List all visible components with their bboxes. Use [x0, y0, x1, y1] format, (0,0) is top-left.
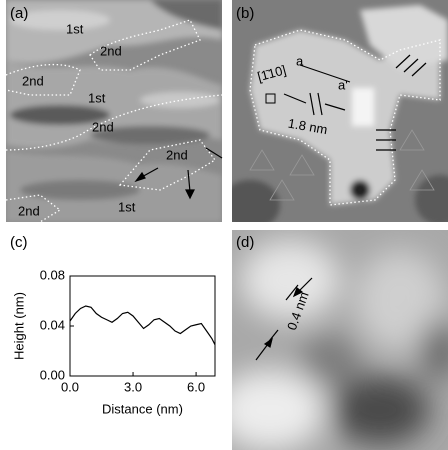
- y-tick-label: 0.08: [40, 267, 65, 282]
- terrace-label: 2nd: [18, 203, 40, 218]
- x-tick-label: 3.0: [124, 379, 142, 394]
- x-axis-label: Distance (nm): [102, 401, 183, 416]
- terrace-label: 1st: [118, 199, 136, 214]
- profile-line: [70, 306, 215, 345]
- profile-end: a': [338, 77, 348, 92]
- page: {"panels": { "a": {"label": "(a)", "terr…: [0, 0, 448, 450]
- terrace-label: 1st: [88, 90, 106, 105]
- terrace-label: 2nd: [166, 147, 188, 162]
- terrace-label: 1st: [66, 21, 84, 36]
- terrace-label: 2nd: [100, 43, 122, 58]
- stm-image-b: [220, 0, 448, 230]
- panel-label: (a): [10, 5, 28, 22]
- panel-label: (d): [236, 234, 254, 251]
- panel-label: (c): [10, 234, 28, 251]
- x-tick-label: 0.0: [61, 379, 79, 394]
- panel-label: (b): [236, 5, 254, 22]
- y-tick-label: 0.04: [40, 317, 65, 332]
- terrace-label: 2nd: [92, 119, 114, 134]
- terrace-label: 2nd: [22, 73, 44, 88]
- profile-start: a: [296, 53, 304, 68]
- stm-image-d: [215, 230, 448, 450]
- figure: (a) 1st 2nd 2nd 1st 2nd 2nd 2nd 1st: [0, 0, 448, 450]
- x-tick-label: 6.0: [187, 379, 205, 394]
- y-axis-label: Height (nm): [11, 292, 26, 360]
